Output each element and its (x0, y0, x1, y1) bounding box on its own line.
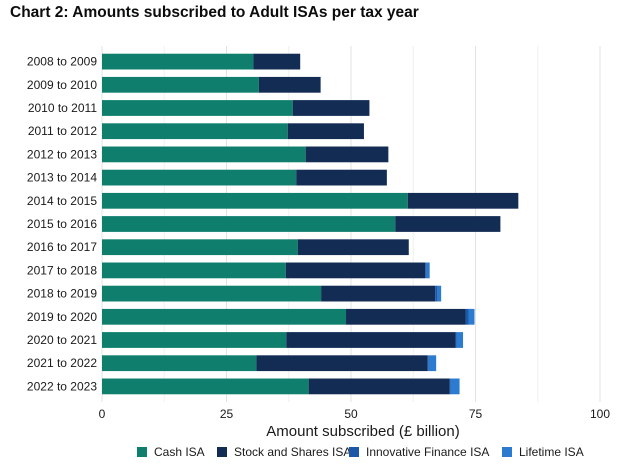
category-label: 2022 to 2023 (27, 379, 97, 393)
bar-segment-innovative-finance-isa (449, 378, 451, 395)
bar-segment-cash-isa (102, 76, 259, 93)
bar-segment-stock-and-shares-isa (395, 216, 501, 232)
category-label: 2014 to 2015 (27, 194, 97, 208)
legend-label: Lifetime ISA (519, 445, 584, 459)
legend-label: Stock and Shares ISA (234, 445, 351, 459)
category-label: 2020 to 2021 (27, 333, 97, 347)
x-tick-label: 100 (590, 407, 610, 421)
bar-segment-lifetime-isa (456, 332, 464, 348)
category-label: 2018 to 2019 (27, 287, 97, 301)
category-label: 2009 to 2010 (27, 78, 97, 92)
legend-swatch (502, 447, 512, 457)
x-tick-label: 50 (344, 407, 358, 421)
bar-segment-cash-isa (102, 308, 347, 325)
category-label: 2019 to 2020 (27, 310, 97, 324)
bar-segment-stock-and-shares-isa (308, 378, 450, 395)
bar-segment-lifetime-isa (450, 378, 460, 395)
bar-segment-stock-and-shares-isa (287, 123, 364, 140)
category-labels: 2008 to 2009 2009 to 2010 2010 to 2011 2011… (27, 55, 97, 394)
bar-segment-cash-isa (102, 355, 257, 372)
bar-segment-stock-and-shares-isa (346, 308, 466, 325)
legend-label: Innovative Finance ISA (366, 445, 489, 459)
category-label: 2021 to 2022 (27, 356, 97, 370)
legend-label: Cash ISA (154, 445, 205, 459)
x-tick-label: 0 (99, 407, 106, 421)
bar-segment-innovative-finance-isa (465, 308, 469, 325)
bar-segment-cash-isa (102, 100, 293, 116)
bar-segment-stock-and-shares-isa (286, 332, 456, 348)
bar-segment-stock-and-shares-isa (321, 285, 436, 302)
x-tick-label: 25 (220, 407, 234, 421)
bar-segment-cash-isa (102, 285, 322, 302)
bar-segment-stock-and-shares-isa (407, 192, 519, 209)
category-label: 2011 to 2012 (28, 124, 98, 138)
bar-segment-stock-and-shares-isa (256, 355, 428, 372)
bar-segment-cash-isa (102, 53, 254, 70)
bar-segment-innovative-finance-isa (455, 332, 457, 348)
bar-segment-stock-and-shares-isa (292, 100, 370, 116)
bar-segment-innovative-finance-isa (425, 262, 427, 279)
bar-segment-lifetime-isa (426, 262, 430, 279)
bar-segment-innovative-finance-isa (427, 355, 429, 372)
bar-segment-cash-isa (102, 169, 297, 186)
legend-swatch (349, 447, 359, 457)
x-tick-label: 75 (469, 407, 483, 421)
bar-segment-cash-isa (102, 239, 298, 256)
legend-swatch (137, 447, 147, 457)
legend: Cash ISA Stock and Shares ISA Innovative F… (137, 445, 584, 459)
category-label: 2016 to 2017 (27, 240, 97, 254)
bar-segment-cash-isa (102, 262, 286, 279)
bar-segment-innovative-finance-isa (435, 285, 438, 302)
bar-segment-cash-isa (102, 146, 306, 163)
category-label: 2013 to 2014 (27, 171, 97, 185)
x-tick-labels: 0 25 50 75 100 (99, 407, 611, 421)
bar-segment-stock-and-shares-isa (305, 146, 389, 163)
bar-segment-stock-and-shares-isa (285, 262, 426, 279)
category-label: 2017 to 2018 (27, 263, 97, 277)
bar-segment-cash-isa (102, 378, 309, 395)
bar-segment-stock-and-shares-isa (296, 169, 387, 186)
x-axis-title: Amount subscribed (£ billion) (266, 423, 459, 440)
bar-segment-lifetime-isa (437, 285, 442, 302)
legend-swatch (217, 447, 227, 457)
chart-title: Chart 2: Amounts subscribed to Adult ISA… (10, 4, 419, 21)
category-label: 2010 to 2011 (28, 101, 98, 115)
bar-segment-cash-isa (102, 216, 396, 232)
bar-segment-cash-isa (102, 192, 408, 209)
bar-segment-lifetime-isa (468, 308, 475, 325)
category-label: 2008 to 2009 (27, 55, 97, 69)
bar-segment-stock-and-shares-isa (253, 53, 301, 70)
bar-segment-lifetime-isa (428, 355, 437, 372)
bar-segment-cash-isa (102, 332, 287, 348)
bar-segment-stock-and-shares-isa (258, 76, 321, 93)
bars (102, 53, 519, 395)
category-label: 2015 to 2016 (27, 217, 97, 231)
category-label: 2012 to 2013 (27, 147, 97, 161)
bar-segment-cash-isa (102, 123, 288, 140)
bar-segment-stock-and-shares-isa (297, 239, 409, 256)
